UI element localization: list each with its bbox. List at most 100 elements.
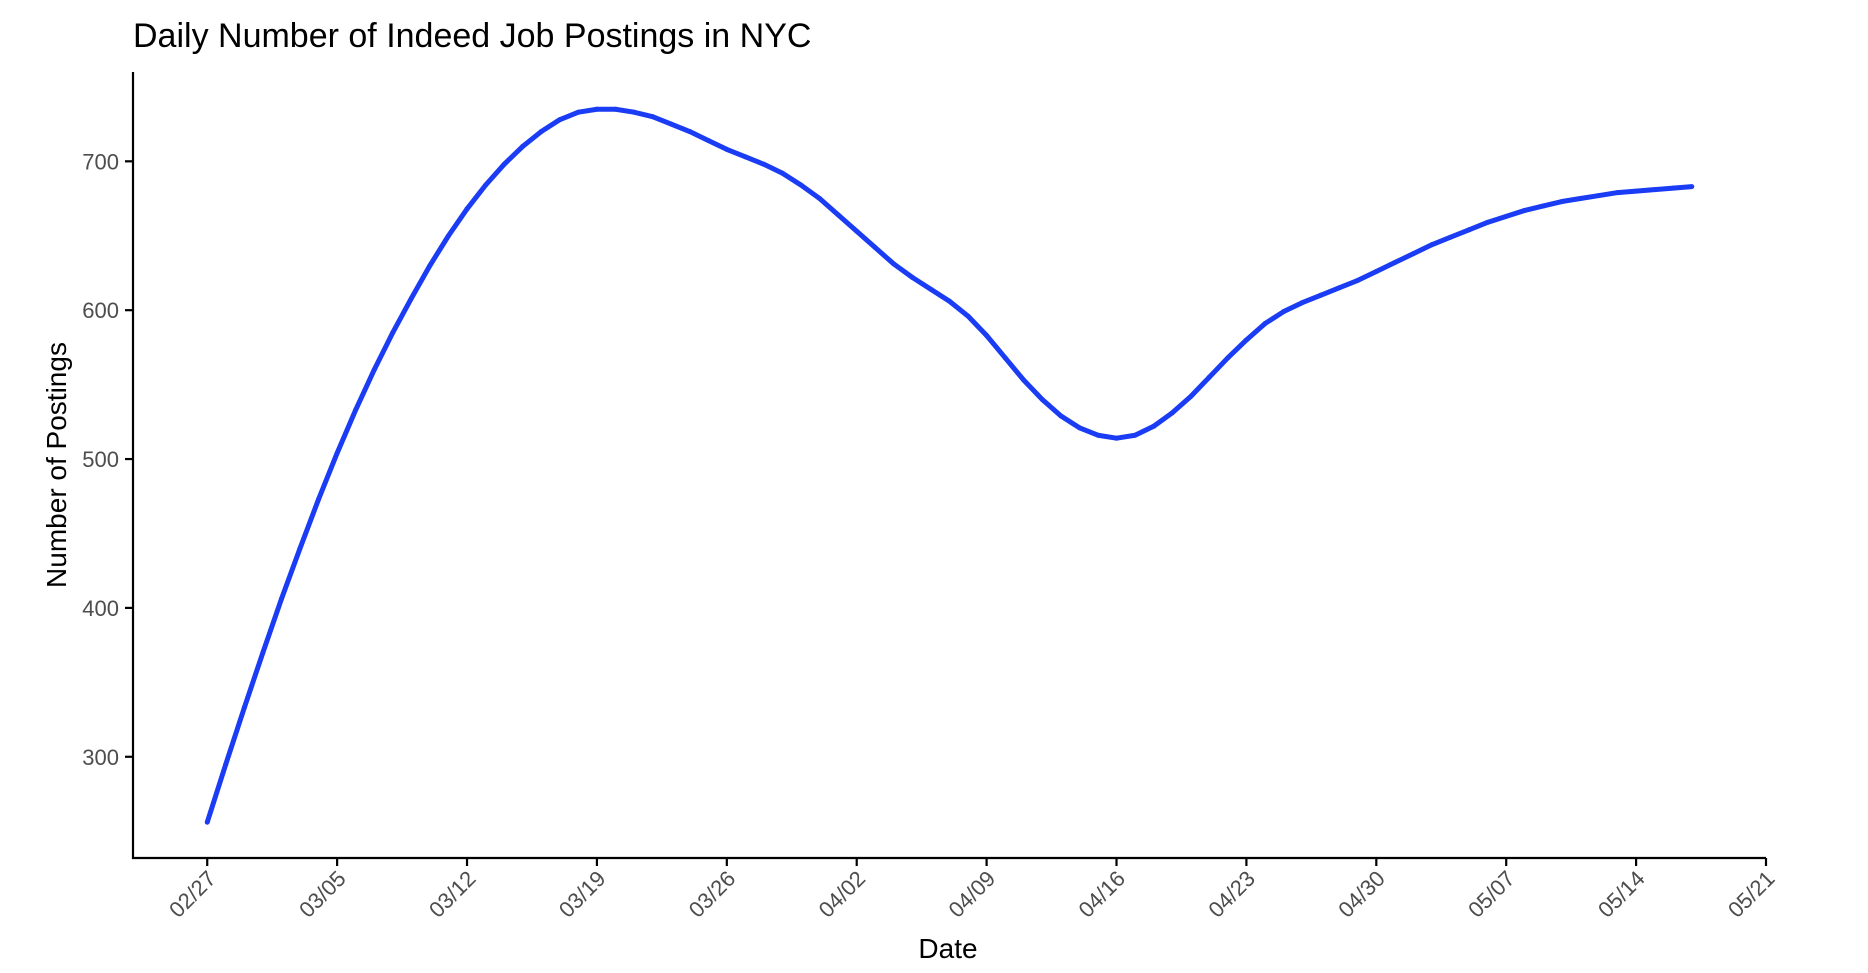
data-point	[1670, 185, 1676, 191]
data-point	[1262, 321, 1268, 327]
data-point	[891, 261, 897, 267]
data-point	[687, 129, 693, 135]
data-point	[1577, 196, 1583, 202]
data-point	[1466, 227, 1472, 233]
data-point	[1243, 337, 1249, 343]
data-point	[817, 196, 823, 202]
y-tick-label: 400	[82, 596, 119, 621]
data-point	[297, 545, 303, 551]
data-point	[1299, 300, 1305, 306]
data-point	[1095, 432, 1101, 438]
x-tick-label: 04/30	[1333, 866, 1390, 923]
data-point	[1206, 374, 1212, 380]
x-tick-label: 03/26	[684, 866, 741, 923]
x-axis-ticks: 02/27 03/05 03/12 03/19 03/26 04/02 04/09 04/16…	[164, 858, 1780, 923]
data-point	[1132, 432, 1138, 438]
x-tick-label: 02/27	[164, 866, 221, 923]
data-point	[1151, 423, 1157, 429]
data-point	[1559, 199, 1565, 205]
y-tick-label: 300	[82, 745, 119, 770]
data-point	[278, 596, 284, 602]
data-point	[1448, 234, 1454, 240]
data-point	[204, 819, 210, 825]
data-point	[408, 295, 414, 301]
data-point	[742, 154, 748, 160]
data-point	[650, 114, 656, 120]
y-tick-label: 500	[82, 447, 119, 472]
data-point	[612, 106, 618, 112]
data-point	[445, 233, 451, 239]
x-tick-label: 04/02	[814, 866, 871, 923]
data-point	[557, 117, 563, 123]
data-point	[965, 313, 971, 319]
data-point	[1373, 268, 1379, 274]
x-tick-label: 03/19	[554, 866, 611, 923]
data-point	[668, 121, 674, 127]
data-point	[1169, 410, 1175, 416]
data-point	[1336, 285, 1342, 291]
x-tick-label: 05/07	[1463, 866, 1520, 923]
data-point	[909, 274, 915, 280]
data-point	[947, 298, 952, 304]
series-line	[204, 106, 1692, 824]
data-point	[371, 367, 377, 373]
x-tick-label: 04/09	[944, 866, 1001, 923]
x-tick-label: 03/05	[294, 866, 351, 923]
data-point	[779, 170, 785, 176]
data-point	[1633, 188, 1639, 194]
data-point	[1058, 413, 1064, 419]
data-point	[1114, 435, 1120, 441]
chart-title: Daily Number of Indeed Job Postings in N…	[133, 17, 811, 55]
y-tick-label: 700	[82, 149, 119, 174]
data-point	[1652, 187, 1658, 193]
data-point	[334, 450, 340, 456]
data-point	[631, 109, 637, 115]
data-point	[705, 137, 711, 143]
data-point	[854, 228, 860, 234]
data-point	[1689, 184, 1695, 190]
data-point	[594, 106, 600, 112]
data-point	[1225, 355, 1231, 361]
data-point	[520, 143, 526, 149]
data-point	[1076, 425, 1082, 431]
data-point	[1021, 377, 1027, 383]
data-point	[1596, 193, 1602, 199]
data-point	[1522, 207, 1528, 213]
data-point	[1039, 397, 1045, 402]
data-point	[483, 182, 489, 188]
y-tick-label: 600	[82, 298, 119, 323]
data-point	[1615, 190, 1621, 196]
data-point	[835, 212, 841, 218]
data-point	[223, 761, 229, 767]
data-point	[1485, 219, 1491, 225]
data-point	[1355, 277, 1361, 283]
data-point	[928, 286, 934, 292]
data-point	[1318, 292, 1324, 298]
x-tick-label: 05/21	[1723, 866, 1780, 923]
data-point	[1002, 355, 1008, 361]
data-point	[1503, 213, 1509, 219]
x-tick-label: 03/12	[424, 866, 481, 923]
data-point	[390, 330, 396, 336]
x-tick-label: 04/23	[1203, 866, 1260, 923]
data-point	[464, 206, 470, 212]
data-point	[501, 161, 507, 167]
data-point	[427, 263, 433, 269]
data-point	[761, 161, 767, 167]
data-point	[538, 129, 544, 135]
data-point	[353, 407, 359, 413]
data-point	[241, 705, 247, 711]
data-point	[872, 245, 878, 251]
y-axis-title: Number of Postings	[41, 342, 72, 588]
data-point	[724, 146, 730, 152]
data-point	[1410, 251, 1416, 257]
data-point	[1392, 260, 1398, 266]
data-point	[575, 109, 581, 115]
data-point	[798, 182, 804, 188]
x-axis-title: Date	[918, 933, 977, 964]
data-point	[1188, 394, 1194, 400]
data-point	[1281, 309, 1287, 315]
data-point	[1540, 203, 1546, 209]
y-axis-ticks: 300 400 500 600 700	[82, 149, 133, 770]
